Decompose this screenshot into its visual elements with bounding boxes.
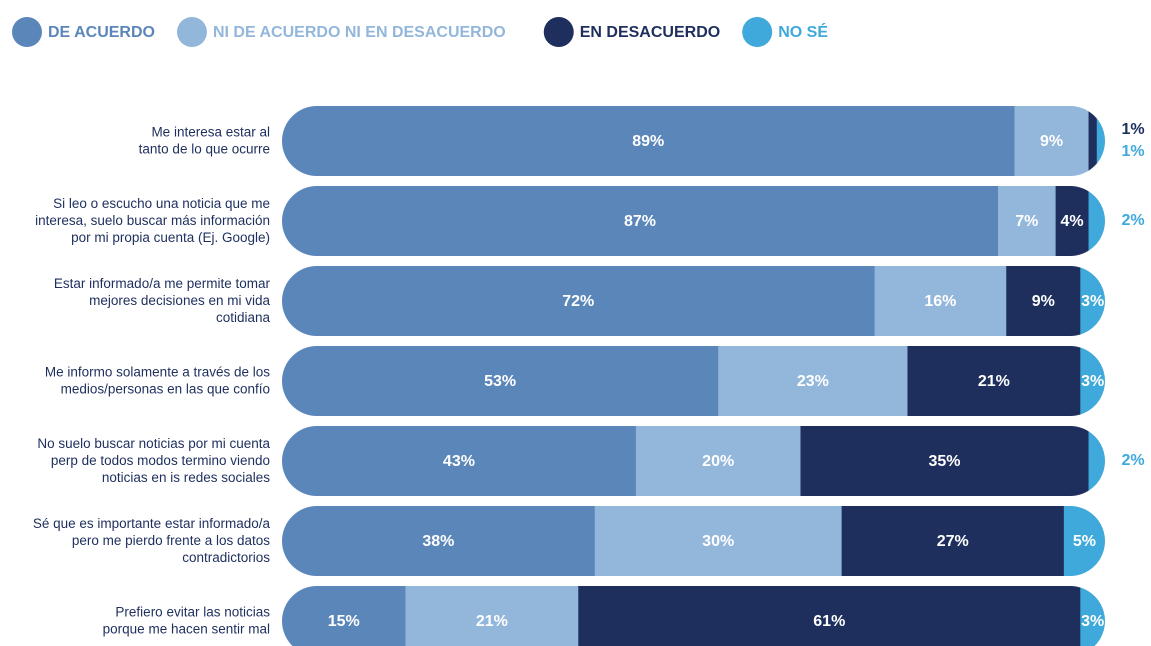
data-label: 30% — [702, 533, 734, 550]
data-label: 3% — [1081, 293, 1104, 310]
legend-swatch — [176, 17, 207, 47]
legend-swatch — [543, 17, 574, 47]
data-label: 7% — [1015, 213, 1038, 230]
bar-segment — [1014, 106, 1090, 176]
category-label: Estar informado/a me permite tomar mejore… — [54, 276, 271, 325]
bar-row — [282, 186, 1105, 256]
bar-segment — [1088, 106, 1098, 176]
bar-segment — [405, 586, 579, 646]
bar-segment — [282, 186, 999, 256]
data-label: 38% — [422, 533, 454, 550]
category-label: No suelo buscar noticias por mi cuenta pe… — [37, 436, 270, 485]
data-label: 27% — [937, 533, 969, 550]
data-label: 35% — [928, 453, 960, 470]
bar-segment — [282, 426, 637, 496]
legend-swatch — [742, 17, 773, 47]
bar-segment — [282, 266, 876, 336]
data-label: 9% — [1040, 133, 1063, 150]
bar-segment — [1096, 106, 1105, 176]
bar-segment — [1006, 266, 1081, 336]
data-label: 72% — [562, 293, 594, 310]
bar-row — [282, 266, 1105, 336]
category-label: Me interesa estar al tanto de lo que ocur… — [139, 124, 270, 156]
data-label: 2% — [1121, 212, 1144, 229]
data-label: 9% — [1032, 293, 1055, 310]
data-label: 21% — [978, 373, 1010, 390]
bar-segment — [578, 586, 1081, 646]
bar-segment — [1088, 426, 1105, 496]
data-label: 1% — [1121, 143, 1144, 160]
data-label: 4% — [1061, 213, 1084, 230]
bar-segment — [841, 506, 1065, 576]
legend-label: DE ACUERDO — [48, 24, 155, 41]
category-label: Prefiero evitar las noticias porque me ha… — [103, 604, 271, 636]
bar-segment — [282, 586, 406, 646]
data-label: 21% — [476, 613, 508, 630]
data-label: 15% — [328, 613, 360, 630]
data-label: 87% — [624, 213, 656, 230]
bar-segment — [800, 426, 1090, 496]
data-label: 2% — [1121, 452, 1144, 469]
bar-segment — [594, 506, 843, 576]
data-label: 43% — [443, 453, 475, 470]
data-label: 3% — [1081, 613, 1104, 630]
data-label: 16% — [924, 293, 956, 310]
bar-segment — [874, 266, 1007, 336]
bar-segment — [282, 346, 719, 416]
bar-row — [282, 426, 1105, 496]
category-label: Sé que es importante estar informado/a pe… — [33, 516, 271, 565]
legend-label: NO SÉ — [778, 22, 828, 41]
bar-segment — [998, 186, 1057, 256]
bar-segment — [282, 506, 596, 576]
bar-segment — [718, 346, 908, 416]
data-label: 89% — [632, 133, 664, 150]
bar-segment — [907, 346, 1081, 416]
bar-segment — [1055, 186, 1090, 256]
category-label: Me informo solamente a través de los medi… — [45, 364, 270, 396]
legend-swatch — [12, 17, 42, 47]
bar-segment — [635, 426, 801, 496]
data-label: 20% — [702, 453, 734, 470]
data-label: 61% — [813, 613, 845, 630]
data-label: 3% — [1081, 373, 1104, 390]
bar-row — [282, 106, 1105, 176]
bar-row — [282, 506, 1105, 576]
bar-row — [282, 586, 1105, 646]
data-label: 5% — [1073, 533, 1096, 550]
data-label: 23% — [797, 373, 829, 390]
data-label: 1% — [1121, 121, 1144, 138]
bar-segment — [1088, 186, 1105, 256]
legend-label: NI DE ACUERDO NI EN DESACUERDO — [213, 24, 506, 41]
legend-label: EN DESACUERDO — [580, 24, 720, 41]
bar-segment — [282, 106, 1015, 176]
data-label: 53% — [484, 373, 516, 390]
category-label: Si leo o escucho una noticia que me inter… — [35, 196, 270, 245]
